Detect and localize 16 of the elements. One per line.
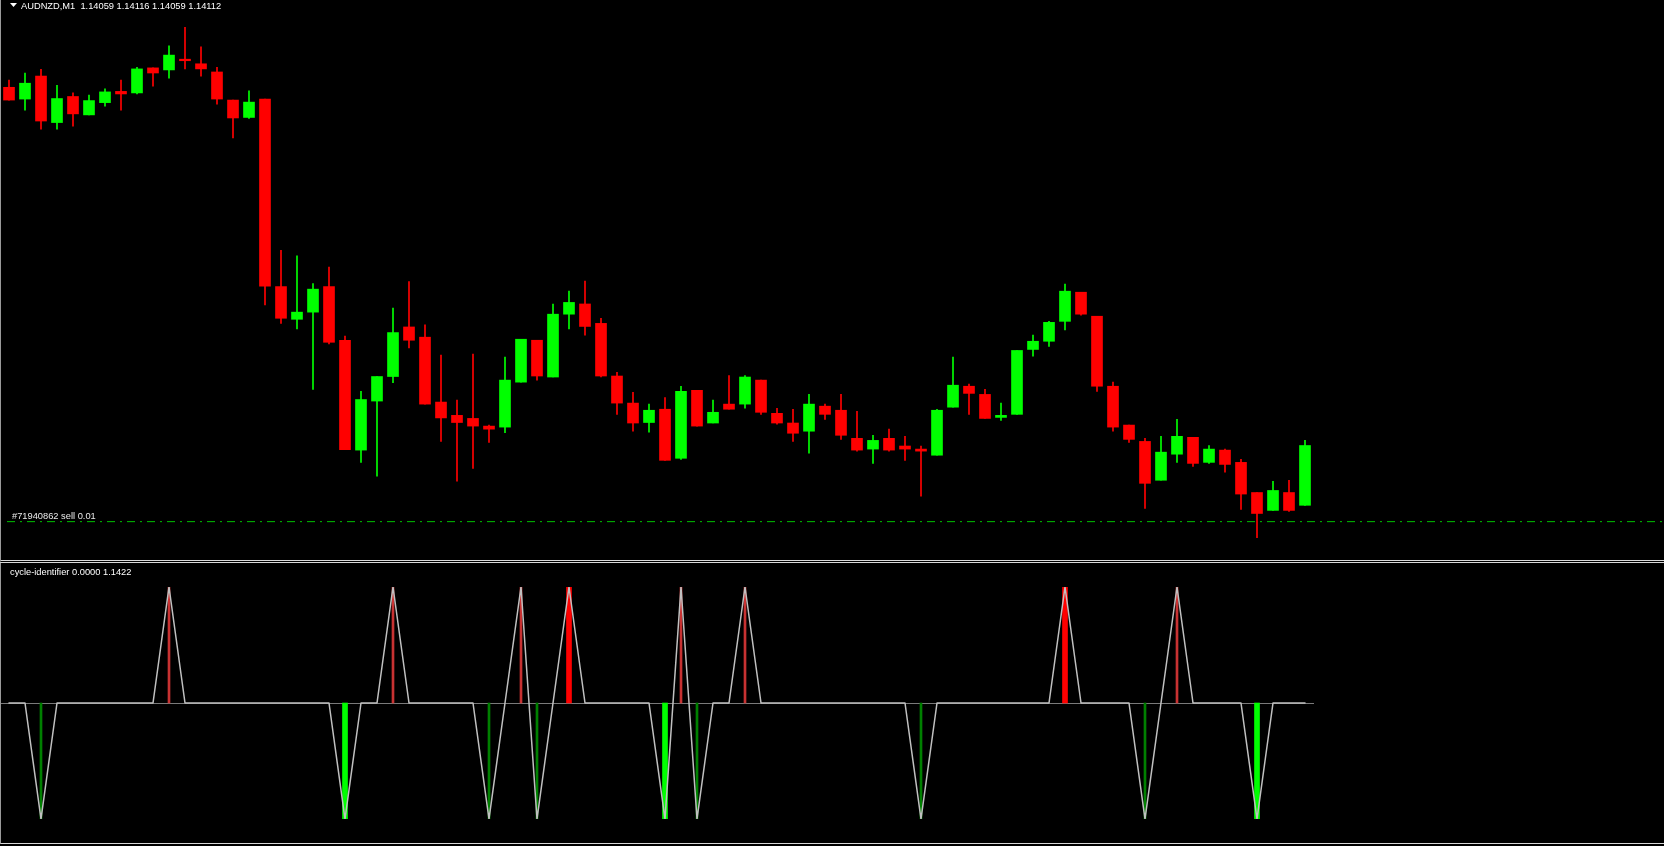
- candlestick: [467, 353, 479, 469]
- candlestick: [371, 376, 383, 477]
- candlestick: [195, 46, 207, 77]
- candlestick: [307, 283, 319, 390]
- chart-title: AUDNZD,M1 1.14059 1.14116 1.14059 1.14112: [21, 1, 222, 11]
- candlestick: [451, 399, 463, 482]
- candlestick: [435, 354, 447, 442]
- candlestick: [115, 79, 127, 111]
- candlestick: [403, 281, 415, 349]
- chart-title: cycle-identifier 0.0000 1.1422: [10, 567, 132, 577]
- ref-line-label: #71940862 sell 0.01: [12, 510, 96, 521]
- candlestick: [963, 383, 975, 415]
- candlestick: [179, 27, 191, 70]
- candlestick: [995, 402, 1007, 421]
- candlestick: [723, 375, 735, 410]
- candlestick: [291, 255, 303, 330]
